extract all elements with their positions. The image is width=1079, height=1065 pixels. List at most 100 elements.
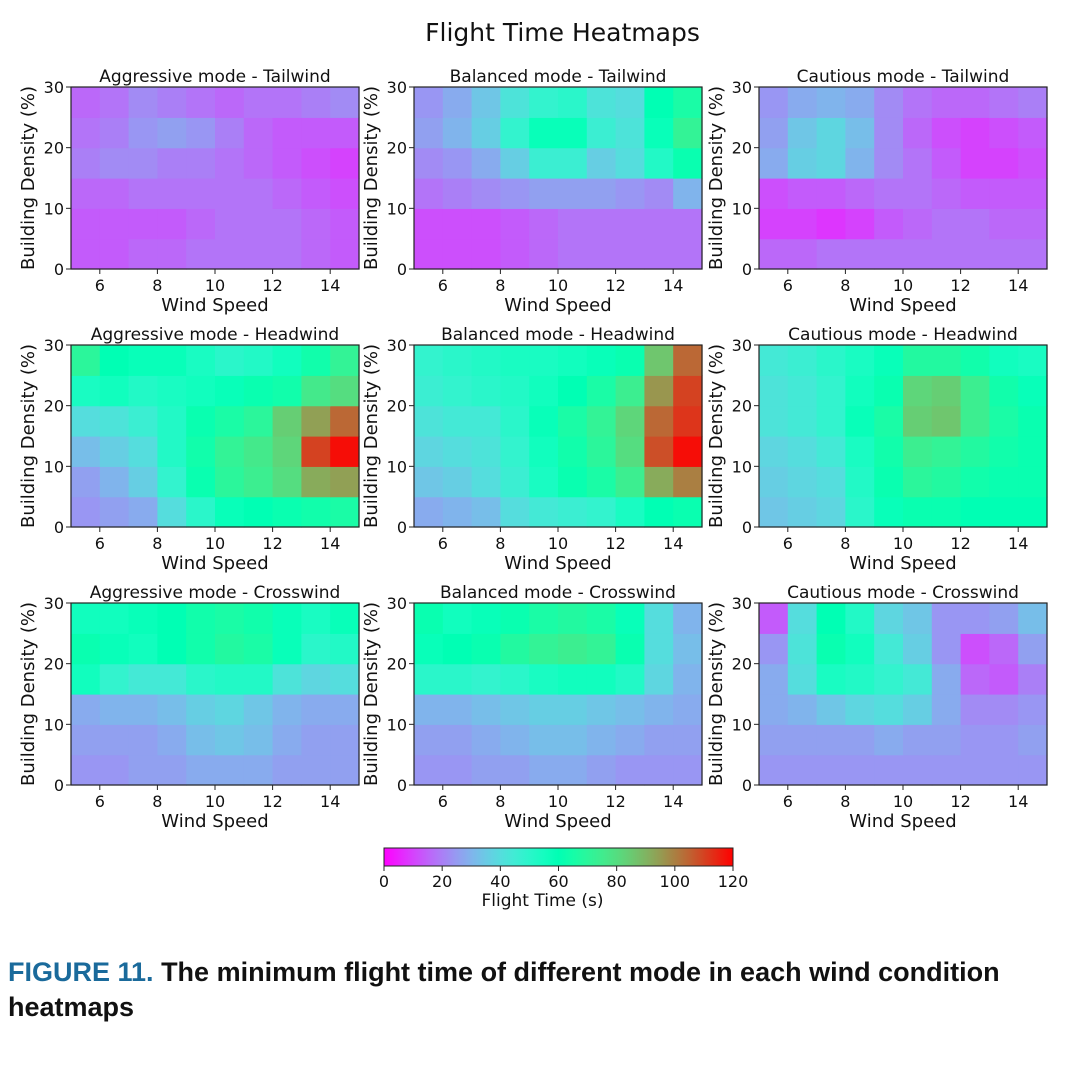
heatmap-cell xyxy=(128,345,158,376)
heatmap-cell xyxy=(414,405,444,437)
y-tick-label: 30 xyxy=(732,336,752,355)
heatmap-cell xyxy=(931,375,962,407)
x-tick-label: 12 xyxy=(262,534,282,553)
heatmap-cell xyxy=(330,208,360,240)
heatmap-cell xyxy=(71,375,101,407)
heatmap-cell xyxy=(615,754,645,786)
panel-title: Aggressive mode - Headwind xyxy=(91,325,339,345)
heatmap-cell xyxy=(787,405,818,437)
heatmap-cell xyxy=(186,345,216,376)
heatmap-cell xyxy=(759,345,789,376)
heatmap-cell xyxy=(615,147,645,179)
heatmap-cell xyxy=(989,238,1019,270)
x-tick-label: 14 xyxy=(1008,276,1028,295)
heatmap-cell xyxy=(874,724,904,756)
x-tick-label: 8 xyxy=(840,276,850,295)
heatmap-cell xyxy=(759,633,789,665)
heatmap-cell xyxy=(71,208,101,240)
y-tick-label: 10 xyxy=(44,199,64,218)
heatmap-cell xyxy=(128,117,158,149)
heatmap-cell xyxy=(759,178,789,209)
y-tick-label: 10 xyxy=(387,715,407,734)
heatmap-cell xyxy=(301,238,331,270)
heatmap-cell xyxy=(330,87,360,118)
heatmap-cell xyxy=(558,345,588,376)
heatmap-cell xyxy=(529,466,559,498)
heatmap-cell xyxy=(845,466,875,498)
y-tick-label: 30 xyxy=(387,594,407,613)
heatmap-cell xyxy=(558,87,588,118)
heatmap-cell xyxy=(71,724,101,756)
heatmap-cell xyxy=(787,117,818,149)
heatmap-cell xyxy=(845,117,875,149)
heatmap-cell xyxy=(330,238,360,270)
heatmap-cell xyxy=(903,178,933,209)
heatmap-cell xyxy=(845,633,875,665)
heatmap-cell xyxy=(989,178,1019,209)
heatmap-cell xyxy=(301,633,331,665)
heatmap-cell xyxy=(931,238,962,270)
heatmap-cell xyxy=(615,345,645,376)
heatmap-panel: 6 8 10 12 14 0 10 20 30 Cautious mode - Crosswind… xyxy=(706,583,1048,832)
heatmap-cell xyxy=(186,87,216,118)
heatmap-cell xyxy=(644,375,674,407)
heatmap-panel: 6 8 10 12 14 0 10 20 30 Cautious mode - Tailwind W… xyxy=(706,67,1048,316)
heatmap-cell xyxy=(931,663,962,695)
heatmap-cell xyxy=(845,754,875,786)
heatmap-cell xyxy=(215,147,245,179)
heatmap-panel: 6 8 10 12 14 0 10 20 30 Cautious mode - Headwind W… xyxy=(706,325,1048,574)
y-tick-label: 20 xyxy=(387,397,407,416)
heatmap-cell xyxy=(414,603,444,634)
heatmap-cell xyxy=(673,178,703,209)
heatmap-cell xyxy=(931,147,962,179)
heatmap-cell xyxy=(442,238,473,270)
heatmap-cell xyxy=(500,466,530,498)
heatmap-cell xyxy=(903,694,933,725)
x-axis-label: Wind Speed xyxy=(849,295,956,316)
heatmap-cell xyxy=(816,724,846,756)
x-tick-label: 14 xyxy=(663,276,683,295)
heatmap-cell xyxy=(215,178,245,209)
x-axis-label: Wind Speed xyxy=(161,553,268,574)
heatmap-cell xyxy=(414,87,444,118)
heatmap-cell xyxy=(186,147,216,179)
heatmap-cell xyxy=(157,496,187,528)
heatmap-cell xyxy=(529,496,559,528)
panel-title: Aggressive mode - Tailwind xyxy=(99,67,330,87)
y-tick-label: 0 xyxy=(397,260,407,279)
y-tick-label: 0 xyxy=(742,776,752,795)
heatmap-cell xyxy=(816,178,846,209)
heatmap-cell xyxy=(989,633,1019,665)
heatmap-cell xyxy=(673,345,703,376)
y-axis-label: Building Density (%) xyxy=(18,602,39,786)
heatmap-cell xyxy=(442,436,473,467)
heatmap-cell xyxy=(874,436,904,467)
heatmap-cell xyxy=(845,724,875,756)
heatmap-cell xyxy=(845,87,875,118)
heatmap-cell xyxy=(787,147,818,179)
heatmap-cell xyxy=(215,208,245,240)
heatmap-cell xyxy=(989,663,1019,695)
heatmap-cell xyxy=(787,238,818,270)
heatmap-cell xyxy=(644,117,674,149)
heatmap-cell xyxy=(128,178,158,209)
heatmap-cell xyxy=(471,496,501,528)
heatmap-cell xyxy=(215,117,245,149)
heatmap-cell xyxy=(615,117,645,149)
heatmap-cell xyxy=(558,603,588,634)
heatmap-cell xyxy=(500,754,530,786)
y-tick-label: 10 xyxy=(732,715,752,734)
heatmap-cell xyxy=(989,754,1019,786)
heatmap-cell xyxy=(243,694,274,725)
heatmap-cell xyxy=(903,405,933,437)
x-tick-label: 10 xyxy=(893,534,913,553)
heatmap-cell xyxy=(128,436,158,467)
heatmap-panel: 6 8 10 12 14 0 10 20 30 Aggressive mode - Crosswi… xyxy=(18,583,360,832)
heatmap-cell xyxy=(500,178,530,209)
heatmap-cell xyxy=(903,754,933,786)
x-tick-label: 6 xyxy=(783,792,793,811)
heatmap-cell xyxy=(759,117,789,149)
heatmap-cell xyxy=(157,694,187,725)
heatmap-cell xyxy=(558,147,588,179)
heatmap-cell xyxy=(128,405,158,437)
